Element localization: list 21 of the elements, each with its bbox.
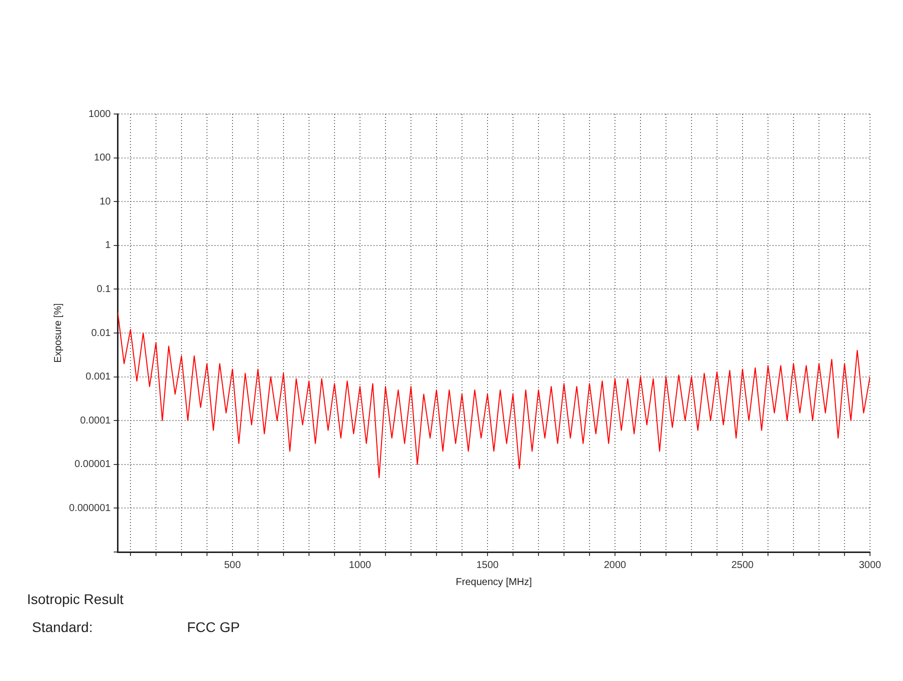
- x-tick-label: 3000: [858, 560, 882, 571]
- text: Standard:: [32, 619, 94, 635]
- y-tick-label: 1000: [88, 108, 112, 120]
- x-axis-title: Frequency [MHz]: [456, 576, 532, 588]
- y-tick-label: 1: [105, 240, 112, 252]
- y-tick-label: 0.001: [86, 372, 112, 383]
- text: FCC GP: [187, 619, 240, 635]
- x-tick-label: 1500: [476, 560, 500, 571]
- y-tick-label: 0.1: [96, 284, 112, 295]
- y-tick-label: 0.01: [91, 328, 112, 339]
- x-tick-label: 2500: [731, 560, 754, 571]
- y-axis-title: Exposure [%]: [52, 303, 64, 363]
- y-tick-label: 0.0001: [80, 415, 112, 426]
- y-tick-label: 10: [100, 196, 112, 208]
- y-tick-label: 0.000001: [68, 502, 112, 514]
- y-tick-label: 100: [94, 152, 112, 164]
- x-tick-label: 500: [224, 560, 242, 571]
- x-tick-label: 2000: [604, 560, 627, 571]
- text: Isotropic Result: [27, 591, 124, 607]
- y-tick-label: 0.00001: [74, 459, 112, 470]
- x-tick-label: 1000: [348, 560, 372, 571]
